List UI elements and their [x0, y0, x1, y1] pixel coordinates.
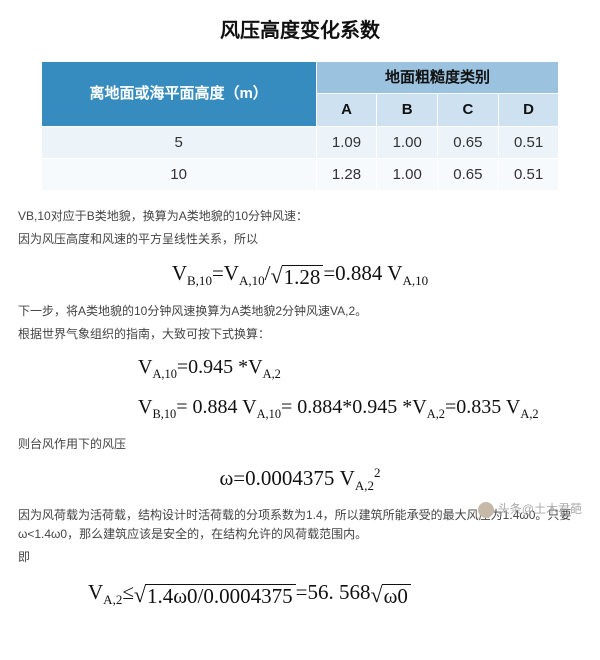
paragraph: 根据世界气象组织的指南，大致可按下式换算：: [18, 325, 582, 344]
table-row: 5 1.09 1.00 0.65 0.51: [41, 126, 559, 158]
row-header-label: 离地面或海平面高度（m）: [41, 62, 316, 127]
cell-height: 5: [41, 126, 316, 158]
cell-value: 1.00: [377, 158, 438, 190]
cell-value: 0.51: [498, 126, 559, 158]
watermark: 头条@土木君葩: [478, 500, 582, 519]
paragraph: 因为风压高度和风速的平方呈线性关系，所以: [18, 230, 582, 249]
cell-value: 0.65: [438, 158, 499, 190]
cell-value: 1.00: [377, 126, 438, 158]
avatar-icon: [478, 502, 494, 518]
col-C: C: [438, 94, 499, 126]
watermark-name: 土木君葩: [534, 502, 582, 516]
cell-value: 0.65: [438, 126, 499, 158]
paragraph: 即: [18, 548, 582, 567]
cell-value: 0.51: [498, 158, 559, 190]
col-A: A: [316, 94, 377, 126]
col-B: B: [377, 94, 438, 126]
formula-3: ω=0.0004375 VA,22: [18, 462, 582, 496]
formula-1: VB,10=VA,10/√1.28=0.884 VA,10: [18, 257, 582, 291]
paragraph: 则台风作用下的风压: [18, 435, 582, 454]
col-D: D: [498, 94, 559, 126]
cell-value: 1.09: [316, 126, 377, 158]
page-title: 风压高度变化系数: [18, 16, 582, 47]
coefficient-table: 离地面或海平面高度（m） 地面粗糙度类别 A B C D 5 1.09 1.00…: [41, 61, 560, 191]
cell-value: 1.28: [316, 158, 377, 190]
paragraph: VB,10对应于B类地貌，换算为A类地貌的10分钟风速：: [18, 207, 582, 226]
group-header: 地面粗糙度类别: [316, 62, 559, 94]
formula-4: VA,2≤√1.4ω0/0.0004375=56. 568√ω0: [18, 576, 582, 610]
watermark-prefix: 头条@: [498, 502, 534, 516]
table-row: 10 1.28 1.00 0.65 0.51: [41, 158, 559, 190]
formula-2b: VB,10= 0.884 VA,10= 0.884*0.945 *VA,2=0.…: [18, 392, 582, 424]
cell-height: 10: [41, 158, 316, 190]
formula-2a: VA,10=0.945 *VA,2: [18, 352, 582, 384]
paragraph: 下一步，将A类地貌的10分钟风速换算为A类地貌2分钟风速VA,2。: [18, 302, 582, 321]
